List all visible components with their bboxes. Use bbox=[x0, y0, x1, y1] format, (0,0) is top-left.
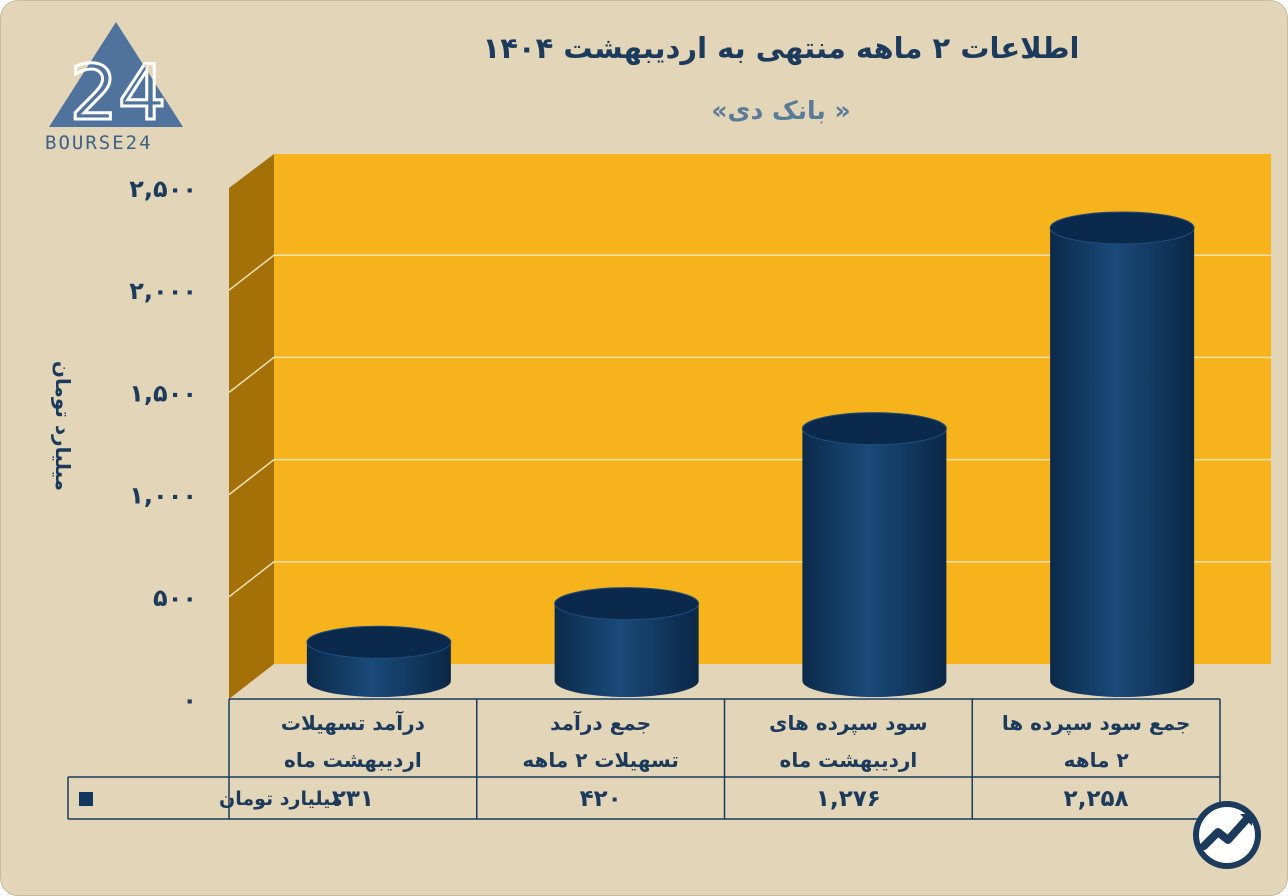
data-label: ۲۳۱ bbox=[332, 786, 374, 812]
bars bbox=[306, 211, 1195, 698]
logo-triangle bbox=[49, 22, 183, 127]
plot-back-wall bbox=[274, 154, 1271, 664]
bar bbox=[1049, 211, 1195, 698]
category-label: ۲ ماهه bbox=[1064, 748, 1129, 772]
category-label: تسهیلات ۲ ماهه bbox=[522, 748, 679, 772]
bourse24-logo: 24 bbox=[49, 22, 183, 131]
y-tick-label: ۲,۵۰۰ bbox=[129, 175, 197, 203]
y-tick-label: ۱,۰۰۰ bbox=[129, 482, 197, 510]
chart-subtitle: « بانک دی» bbox=[711, 96, 851, 125]
bar-body bbox=[802, 428, 947, 697]
logo-text: BOURSE24 bbox=[45, 132, 153, 154]
y-tick-label: ۰ bbox=[182, 686, 197, 714]
bar bbox=[554, 587, 700, 697]
y-tick-label: ۱,۵۰۰ bbox=[129, 379, 197, 407]
legend-label: میلیارد تومان bbox=[219, 788, 343, 810]
bar-top bbox=[801, 412, 947, 446]
legend-swatch bbox=[79, 792, 93, 806]
bar bbox=[801, 412, 947, 697]
plot-side-wall bbox=[229, 154, 274, 699]
data-label: ۲,۲۵۸ bbox=[1064, 786, 1129, 812]
category-label: درآمد تسهیلات bbox=[281, 710, 425, 735]
bar-top bbox=[306, 625, 452, 659]
plot-area: ۰ ۵۰۰ ۱,۰۰۰ ۱,۵۰۰ ۲,۰۰۰ ۲,۵۰۰ bbox=[129, 154, 1271, 714]
gridline bbox=[228, 254, 1271, 291]
y-tick-label: ۵۰۰ bbox=[153, 584, 197, 612]
y-tick-label: ۲,۰۰۰ bbox=[129, 277, 197, 305]
bar-top bbox=[554, 587, 700, 621]
data-table: درآمد تسهیلات اردیبهشت ماه ۲۳۱ جمع درآمد تسه… bbox=[67, 698, 1221, 820]
gridline bbox=[228, 356, 1271, 393]
bar bbox=[306, 625, 452, 697]
data-label: ۴۲۰ bbox=[580, 786, 622, 812]
bar-body bbox=[554, 603, 699, 697]
category-label: جمع درآمد bbox=[550, 710, 651, 735]
logo-numeral: 24 bbox=[70, 48, 167, 131]
data-label: ۱,۲۷۶ bbox=[816, 786, 881, 812]
chart-title: اطلاعات ۲ ماهه منتهی به اردیبهشت ۱۴۰۴ bbox=[482, 31, 1080, 65]
category-label: جمع سود سپرده ها bbox=[1002, 711, 1191, 736]
category-label: سود سپرده های bbox=[769, 711, 927, 736]
bar-top bbox=[1049, 211, 1195, 245]
category-label: اردیبهشت ماه bbox=[284, 748, 422, 772]
category-label: اردیبهشت ماه bbox=[780, 748, 918, 772]
bar-body bbox=[1050, 227, 1195, 698]
trend-arrow-icon bbox=[1193, 801, 1261, 869]
